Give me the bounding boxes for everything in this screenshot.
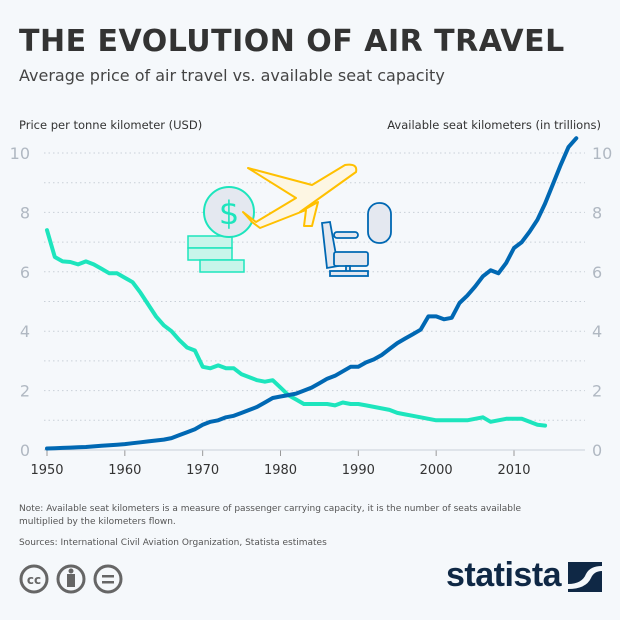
y-tick-right: 0 [592, 441, 602, 460]
statista-logo: statista [446, 556, 562, 594]
seat-capacity-line [45, 136, 579, 451]
x-tick-label: 1990 [342, 463, 375, 478]
footnote: Note: Available seat kilometers is a mea… [19, 504, 522, 527]
y-tick-right: 4 [592, 322, 602, 341]
svg-text:$: $ [219, 194, 239, 232]
dollar-icon: $ [203, 186, 255, 238]
y-tick-left: 10 [10, 144, 30, 163]
seat-icon [321, 202, 392, 277]
x-tick-label: 1950 [30, 463, 63, 478]
y-tick-right: 6 [592, 263, 602, 282]
y-tick-left: 2 [20, 382, 30, 401]
by-icon [56, 564, 86, 594]
nd-icon [93, 564, 123, 594]
x-tick-label: 2000 [420, 463, 453, 478]
chart-title: THE EVOLUTION OF AIR TRAVEL [19, 24, 565, 59]
x-tick-label: 2010 [497, 463, 530, 478]
price-line [45, 228, 548, 428]
y-tick-right: 10 [592, 144, 612, 163]
chart-subtitle: Average price of air travel vs. availabl… [19, 66, 445, 85]
cc-icon [19, 564, 49, 594]
y-tick-right: 8 [592, 203, 602, 222]
x-tick-label: 1960 [108, 463, 141, 478]
x-tick-label: 1970 [186, 463, 219, 478]
coins-icon [187, 235, 245, 273]
airplane-icon [242, 163, 358, 229]
illustration: $ [187, 163, 392, 277]
right-axis-label: Available seat kilometers (in trillions) [387, 118, 601, 132]
x-tick-label: 1980 [264, 463, 297, 478]
y-tick-right: 2 [592, 382, 602, 401]
y-tick-left: 0 [20, 441, 30, 460]
y-tick-left: 4 [20, 322, 30, 341]
svg-text:cc: cc [27, 573, 41, 587]
statista-logo-icon [568, 562, 602, 592]
sources: Sources: International Civil Aviation Or… [19, 538, 327, 548]
line-chart: 0 0 2 2 4 4 6 6 8 8 10 10 1950 1960 1970 1980 1990 2000 20… [10, 136, 612, 478]
y-tick-left: 8 [20, 203, 30, 222]
license-icons: cc [19, 564, 123, 594]
left-axis-label: Price per tonne kilometer (USD) [19, 118, 203, 132]
y-tick-left: 6 [20, 263, 30, 282]
